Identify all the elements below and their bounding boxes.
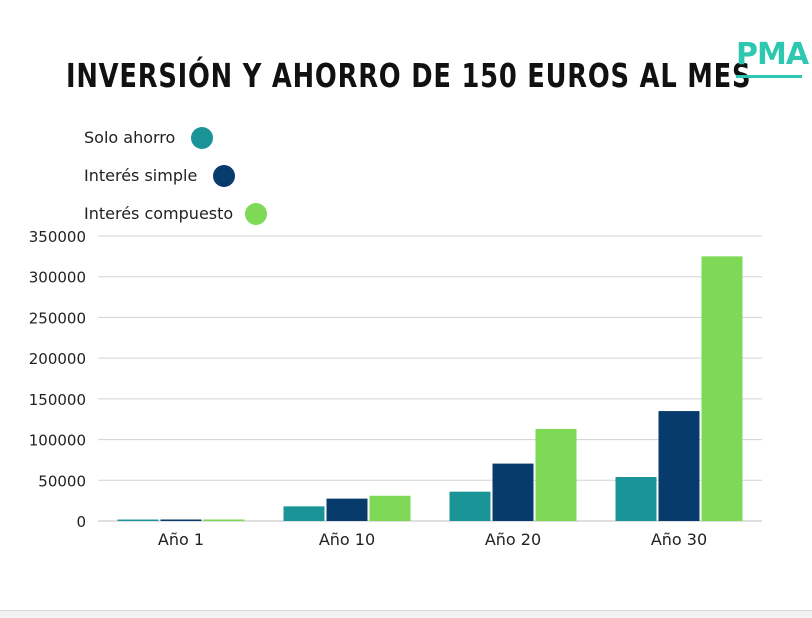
legend-swatch — [245, 203, 267, 225]
chart-title: INVERSIÓN Y AHORRO DE 150 EUROS AL MES — [66, 56, 752, 95]
bar — [369, 495, 411, 521]
legend-label: Interés simple — [84, 166, 198, 185]
x-tick-label: Año 10 — [319, 530, 375, 549]
bar — [535, 428, 577, 521]
legend-label: Interés compuesto — [84, 204, 234, 223]
x-axis-ticks: Año 1 Año 10 Año 20 Año 30 — [158, 530, 707, 549]
y-tick-label: 300000 — [29, 269, 86, 287]
bar — [492, 463, 534, 521]
legend-swatch — [191, 127, 213, 149]
y-tick-label: 100000 — [29, 432, 86, 450]
bar — [449, 491, 491, 521]
x-tick-label: Año 1 — [158, 530, 204, 549]
y-tick-label: 250000 — [29, 309, 86, 327]
logo-underline — [736, 75, 802, 78]
y-tick-label: 350000 — [29, 228, 86, 246]
bar — [283, 506, 325, 521]
bars — [117, 256, 743, 521]
bar — [117, 519, 159, 521]
bar — [160, 519, 202, 521]
bar — [326, 498, 368, 521]
legend-item-interes-simple: Interés simple — [84, 164, 244, 188]
legend-label: Solo ahorro — [84, 128, 176, 147]
logo-text: PMA — [736, 37, 809, 72]
y-tick-label: 150000 — [29, 391, 86, 409]
bar — [615, 477, 657, 521]
bar — [701, 256, 743, 521]
legend-item-interes-compuesto: Interés compuesto — [84, 202, 274, 226]
legend-item-solo-ahorro: Solo ahorro — [84, 126, 224, 150]
x-tick-label: Año 30 — [651, 530, 707, 549]
y-axis-ticks: 0 50000 100000 150000 200000 250000 300000 3500… — [29, 228, 86, 531]
bar — [658, 411, 700, 521]
y-tick-label: 50000 — [38, 472, 86, 490]
bar — [203, 519, 245, 521]
pma-logo: PMA — [736, 36, 809, 82]
y-tick-label: 0 — [76, 513, 86, 531]
legend-swatch — [213, 165, 235, 187]
x-tick-label: Año 20 — [485, 530, 541, 549]
y-tick-label: 200000 — [29, 350, 86, 368]
